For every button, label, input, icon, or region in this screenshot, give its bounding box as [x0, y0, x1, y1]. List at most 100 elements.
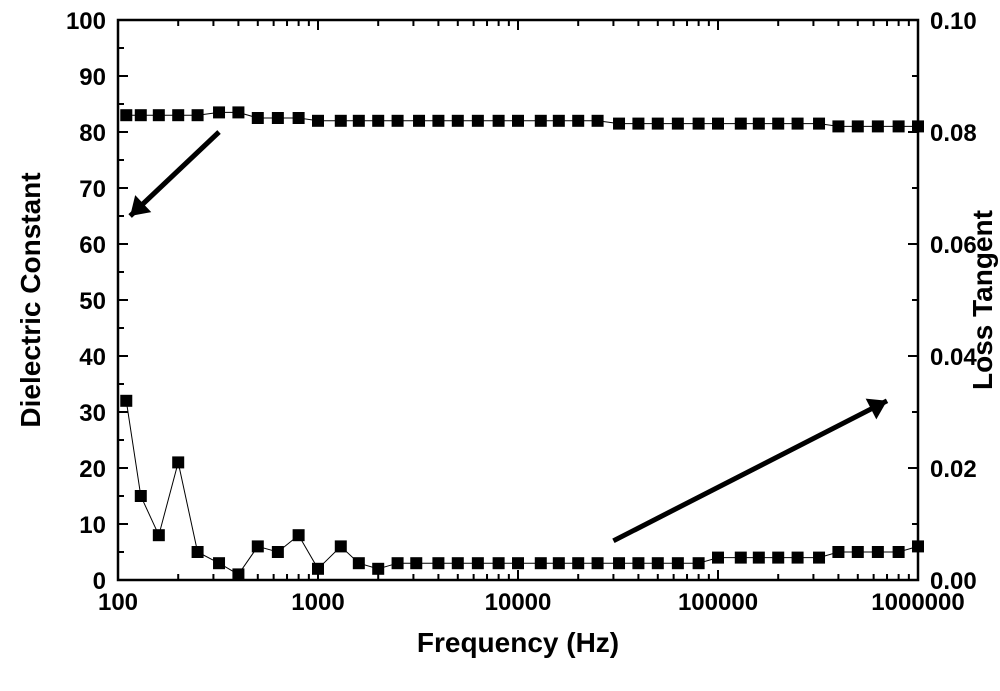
dielectric-series-marker	[893, 120, 905, 132]
loss-tangent-series-marker	[213, 557, 225, 569]
loss-tangent-series-marker	[613, 557, 625, 569]
dielectric-series-marker	[432, 115, 444, 127]
loss-tangent-series-marker	[410, 557, 422, 569]
y-right-tick-label: 0.02	[930, 456, 977, 483]
dielectric-series-marker	[452, 115, 464, 127]
x-axis-label: Frequency (Hz)	[417, 627, 619, 658]
dielectric-series-marker	[252, 112, 264, 124]
y-right-tick-label: 0.10	[930, 8, 977, 35]
dielectric-series-marker	[693, 118, 705, 130]
loss-tangent-series-marker	[452, 557, 464, 569]
dielectric-series-marker	[553, 115, 565, 127]
dielectric-series-marker	[852, 120, 864, 132]
x-tick-label: 100000	[678, 589, 758, 616]
dielectric-series-marker	[392, 115, 404, 127]
dielectric-series-marker	[753, 118, 765, 130]
dielectric-series-marker	[672, 118, 684, 130]
loss-tangent-series-marker	[735, 552, 747, 564]
loss-tangent-series-marker	[272, 546, 284, 558]
dielectric-series-marker	[572, 115, 584, 127]
loss-tangent-series-marker	[135, 490, 147, 502]
dielectric-series-marker	[213, 106, 225, 118]
y-left-tick-label: 20	[79, 456, 106, 483]
x-tick-label: 1000	[291, 589, 344, 616]
loss-tangent-series-marker	[512, 557, 524, 569]
loss-tangent-series-marker	[832, 546, 844, 558]
loss-tangent-series-marker	[432, 557, 444, 569]
loss-tangent-series-marker	[120, 395, 132, 407]
dielectric-series-marker	[652, 118, 664, 130]
loss-tangent-series-marker	[335, 540, 347, 552]
y-left-tick-label: 30	[79, 400, 106, 427]
dielectric-series-marker	[735, 118, 747, 130]
loss-tangent-series-marker	[472, 557, 484, 569]
loss-tangent-series-marker	[572, 557, 584, 569]
loss-tangent-series-marker	[535, 557, 547, 569]
chart-svg: 1001000100001000001000000Frequency (Hz)0…	[0, 0, 1000, 691]
loss-tangent-series-marker	[592, 557, 604, 569]
dielectric-series-marker	[335, 115, 347, 127]
loss-tangent-series-marker	[172, 456, 184, 468]
y-left-tick-label: 60	[79, 232, 106, 259]
loss-tangent-series-marker	[392, 557, 404, 569]
loss-tangent-series-marker	[772, 552, 784, 564]
dielectric-series-marker	[872, 120, 884, 132]
loss-tangent-series-marker	[153, 529, 165, 541]
y-left-tick-label: 50	[79, 288, 106, 315]
loss-tangent-series-marker	[553, 557, 565, 569]
loss-tangent-series-marker	[693, 557, 705, 569]
loss-tangent-series-marker	[852, 546, 864, 558]
dielectric-series	[120, 106, 924, 132]
dielectric-series-marker	[512, 115, 524, 127]
dielectric-series-marker	[613, 118, 625, 130]
dielectric-series-marker	[120, 109, 132, 121]
dielectric-series-marker	[535, 115, 547, 127]
loss-tangent-series-marker	[753, 552, 765, 564]
loss-tangent-series-marker	[293, 529, 305, 541]
y-left-tick-label: 70	[79, 176, 106, 203]
loss-tangent-series-marker	[672, 557, 684, 569]
loss-tangent-series-marker	[192, 546, 204, 558]
dielectric-series-marker	[293, 112, 305, 124]
y-left-axis-label: Dielectric Constant	[15, 172, 46, 427]
dielectric-series-marker	[192, 109, 204, 121]
chart-container: 1001000100001000001000000Frequency (Hz)0…	[0, 0, 1000, 691]
dielectric-series-marker	[232, 106, 244, 118]
y-left-tick-label: 100	[66, 8, 106, 35]
dielectric-series-marker	[472, 115, 484, 127]
dielectric-series-marker	[353, 115, 365, 127]
loss-tangent-series-marker	[353, 557, 365, 569]
loss-tangent-series-marker	[813, 552, 825, 564]
dielectric-series-marker	[372, 115, 384, 127]
dielectric-series-marker	[813, 118, 825, 130]
loss-tangent-series	[120, 395, 924, 581]
x-tick-label: 10000	[485, 589, 552, 616]
loss-tangent-series-marker	[912, 540, 924, 552]
loss-tangent-series-marker	[652, 557, 664, 569]
dielectric-series-marker	[135, 109, 147, 121]
dielectric-series-marker	[592, 115, 604, 127]
dielectric-series-marker	[413, 115, 425, 127]
y-left-tick-label: 80	[79, 120, 106, 147]
loss-tangent-series-marker	[312, 563, 324, 575]
dielectric-series-marker	[172, 109, 184, 121]
loss-tangent-series-marker	[792, 552, 804, 564]
loss-tangent-series-marker	[632, 557, 644, 569]
y-right-tick-label: 0.08	[930, 120, 977, 147]
dielectric-series-marker	[493, 115, 505, 127]
loss-tangent-series-marker	[493, 557, 505, 569]
dielectric-series-marker	[772, 118, 784, 130]
dielectric-series-marker	[312, 115, 324, 127]
loss-tangent-series-marker	[872, 546, 884, 558]
dielectric-series-marker	[832, 120, 844, 132]
indicator-arrow	[613, 401, 887, 541]
y-left-tick-label: 10	[79, 512, 106, 539]
loss-tangent-series-marker	[372, 563, 384, 575]
y-right-tick-label: 0.00	[930, 568, 977, 595]
loss-tangent-series-marker	[893, 546, 905, 558]
y-left-tick-label: 90	[79, 64, 106, 91]
dielectric-series-marker	[632, 118, 644, 130]
dielectric-series-marker	[712, 118, 724, 130]
dielectric-series-marker	[272, 112, 284, 124]
dielectric-series-marker	[912, 120, 924, 132]
